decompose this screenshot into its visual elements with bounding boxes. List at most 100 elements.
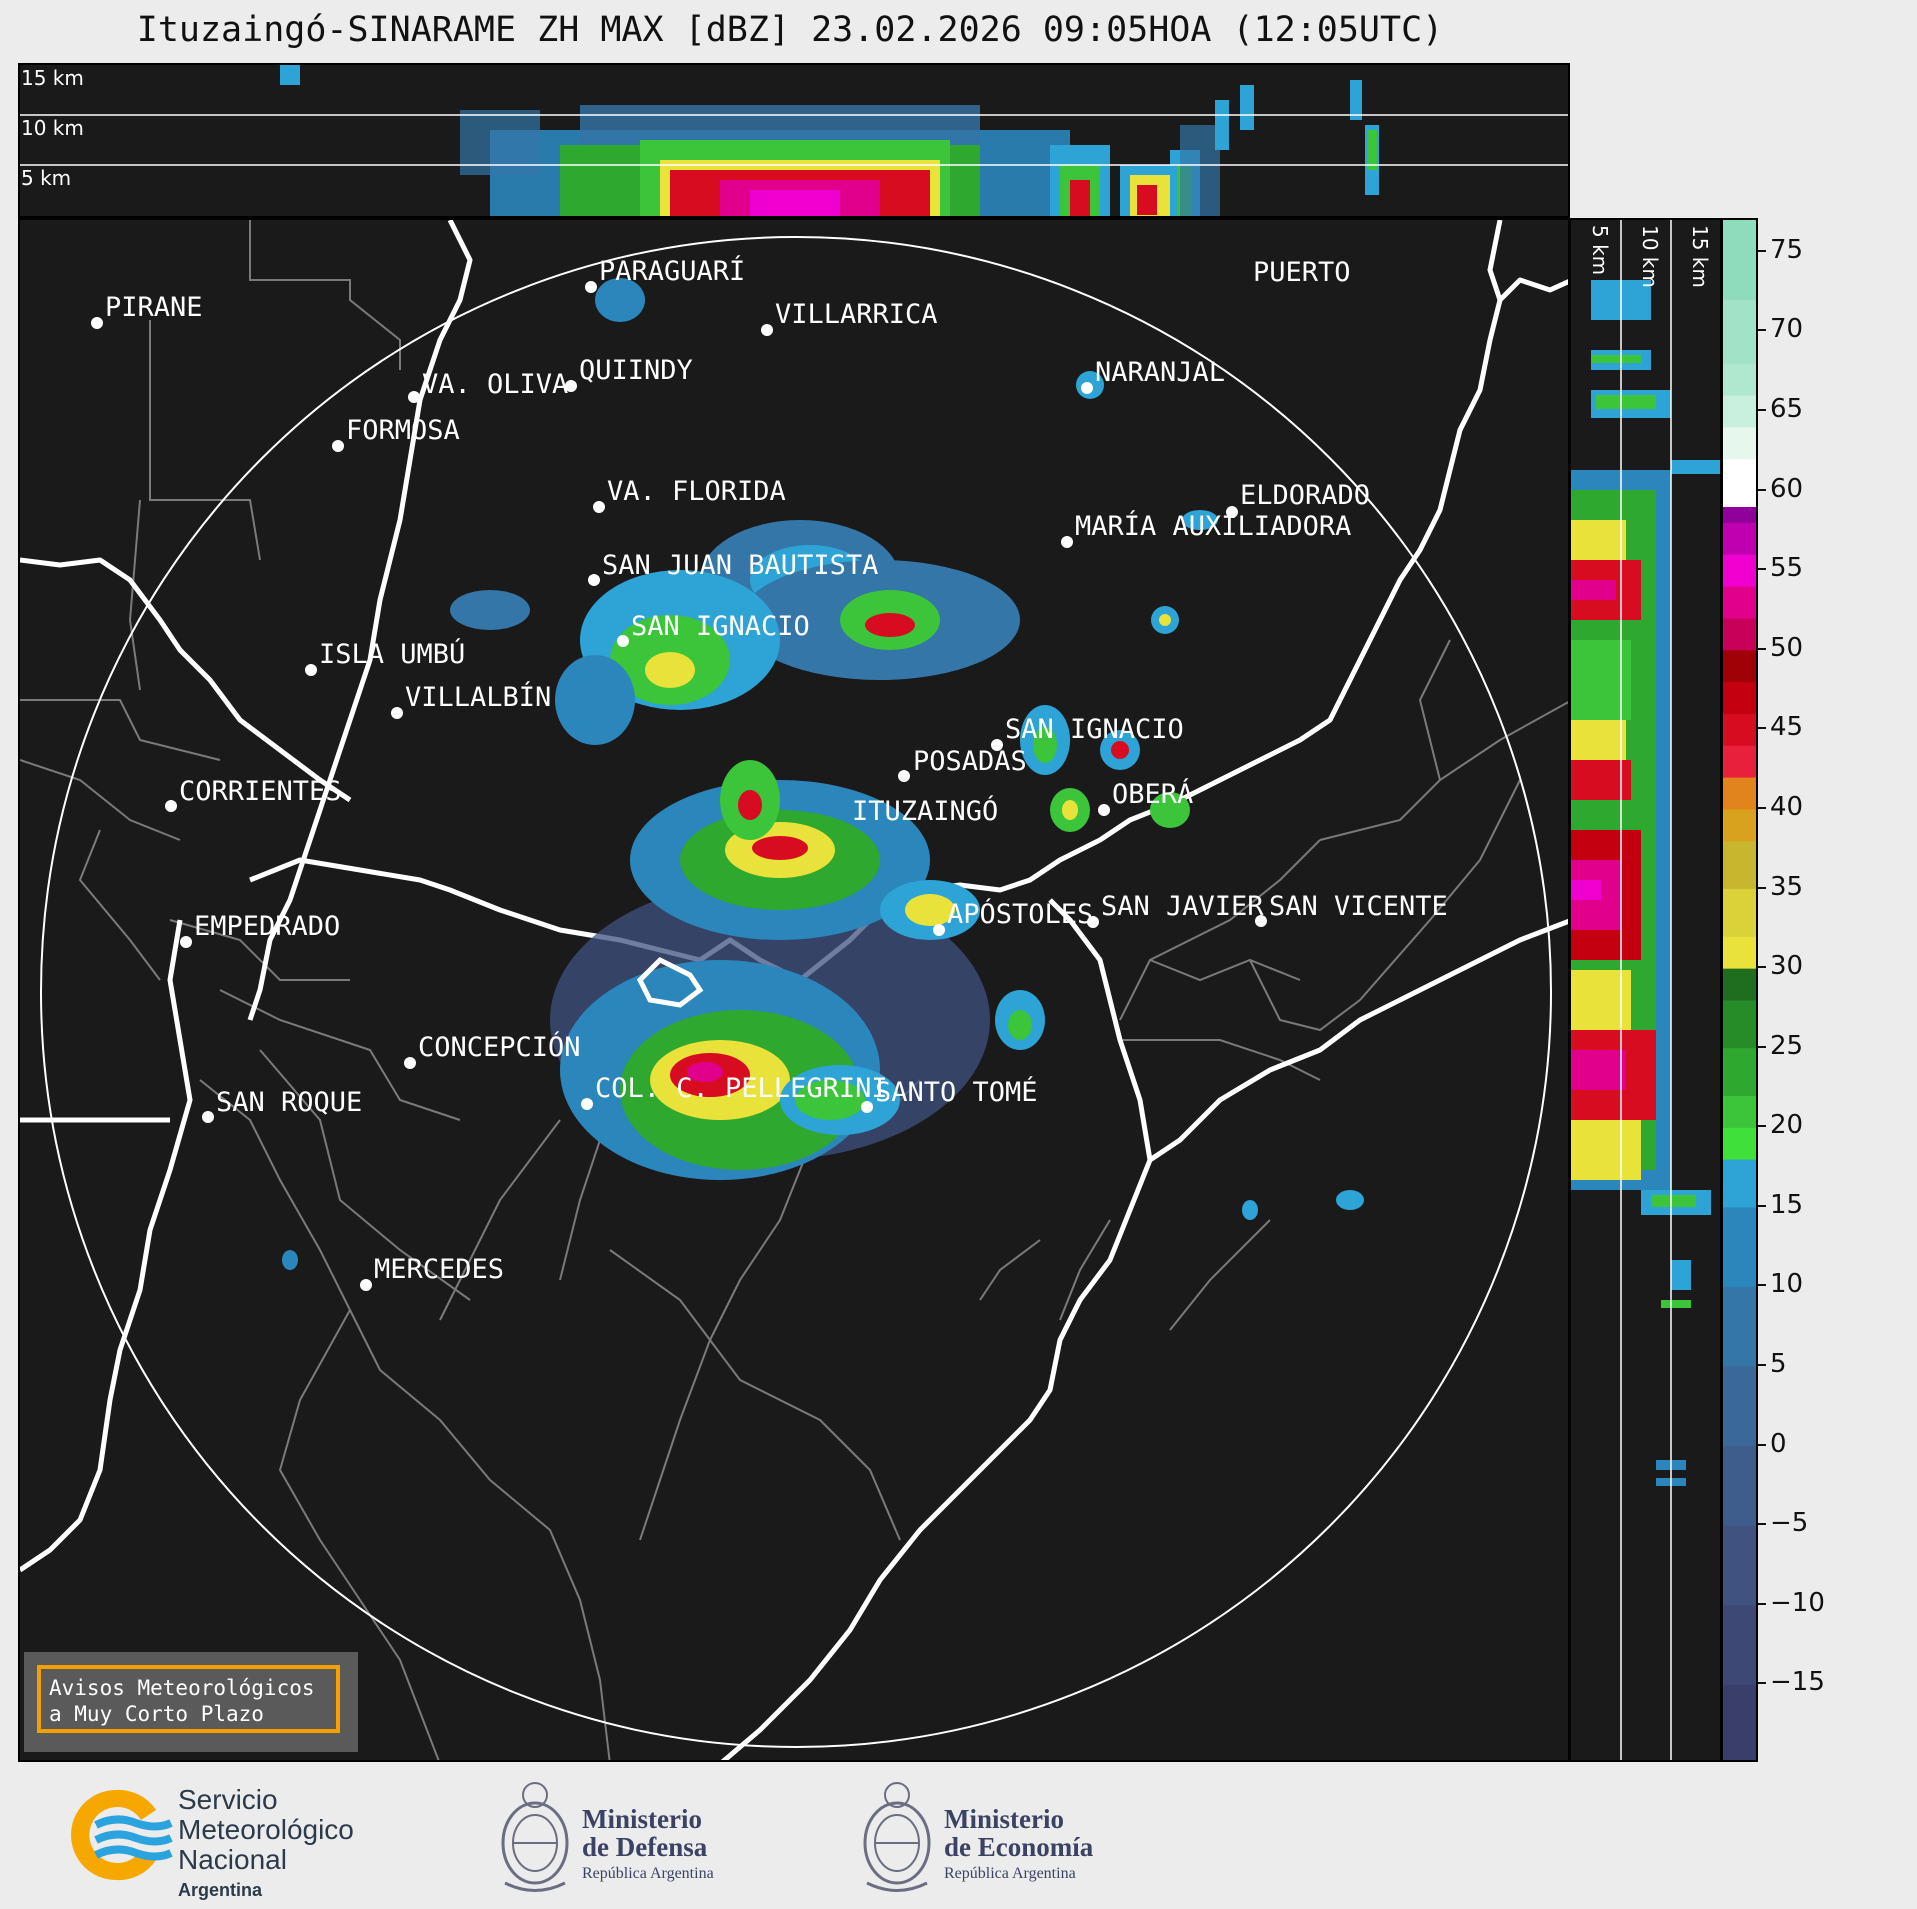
colorbar-tick [1758, 1443, 1766, 1446]
colorbar-tick [1758, 409, 1766, 411]
city-marker [1226, 506, 1238, 518]
colorbar-tick [1758, 568, 1766, 571]
top-cross-section: 15 km 10 km 5 km [20, 65, 1568, 216]
city-marker [404, 1057, 416, 1069]
colorbar-tick-label: 55 [1770, 553, 1804, 584]
radar-site-label: ITUZAINGÓ [852, 795, 998, 827]
city-label: CONCEPCIÓN [418, 1031, 581, 1063]
colorbar-band [1723, 1286, 1756, 1367]
city-label: SAN IGNACIO [1005, 714, 1184, 745]
colorbar-tick [1758, 806, 1766, 809]
colorbar-tick [1758, 249, 1766, 252]
colorbar-band [1723, 220, 1756, 301]
height-label-10km: 10 km [1638, 225, 1662, 288]
defensa-name: Ministerio de Defensa República Argentin… [582, 1805, 714, 1883]
height-label-5km: 5 km [21, 166, 71, 190]
city-marker [617, 635, 629, 647]
city-marker [861, 1101, 873, 1113]
city-marker [1061, 536, 1073, 548]
city-layer: PIRANE PARAGUARÍ VILLARRICA VA. OLIVA QU… [91, 255, 1448, 1291]
colorbar-band [1723, 681, 1756, 714]
economia-line-3: República Argentina [944, 1865, 1076, 1882]
colorbar-tick-label: 40 [1770, 791, 1804, 822]
height-label-10km: 10 km [21, 116, 84, 140]
city-marker [305, 664, 317, 676]
defensa-line-1: Ministerio [582, 1804, 702, 1834]
city-marker [1255, 915, 1267, 927]
colorbar-tick-label: 75 [1770, 234, 1804, 265]
colorbar-tick [1758, 1204, 1766, 1207]
colorbar-band [1723, 363, 1756, 396]
colorbar-tick-label: 45 [1770, 712, 1804, 743]
colorbar-band [1723, 1206, 1756, 1287]
colorbar-tick-label: 60 [1770, 473, 1804, 504]
city-label: SAN IGNACIO [631, 611, 810, 642]
colorbar-tick-label: 35 [1770, 871, 1804, 902]
city-marker [180, 936, 192, 948]
city-marker [991, 739, 1003, 751]
department-borders [20, 220, 1568, 1760]
side-cross-section-panel: 5 km 10 km 15 km [1569, 218, 1722, 1762]
height-label-5km: 5 km [1588, 225, 1612, 275]
city-label: NARANJAL [1095, 357, 1225, 388]
coat-of-arms-icon [863, 1782, 931, 1892]
city-marker [1087, 916, 1099, 928]
city-label: APÓSTOLES [947, 898, 1093, 930]
colorbar-tick [1758, 1125, 1766, 1128]
coat-of-arms-icon [501, 1782, 569, 1892]
city-marker [933, 924, 945, 936]
height-label-15km: 15 km [1688, 225, 1712, 288]
colorbar-tick [1758, 1284, 1766, 1287]
colorbar-band [1723, 1095, 1756, 1128]
colorbar-band [1723, 1525, 1756, 1606]
colorbar-tick-label: 15 [1770, 1189, 1804, 1220]
city-label: ISLA UMBÚ [319, 638, 465, 670]
city-marker [593, 501, 605, 513]
city-marker [360, 1279, 372, 1291]
footer: Servicio Meteorológico Nacional Argentin… [0, 1765, 1917, 1909]
colorbar-tick [1758, 886, 1766, 889]
colorbar-ticks: 75 70 65 60 55 50 45 40 35 30 25 20 15 10 5 0 −5 −10 −15 [1758, 218, 1878, 1762]
city-label: EMPEDRADO [194, 911, 340, 942]
city-label: SAN JAVIER [1101, 891, 1264, 922]
city-marker [165, 800, 177, 812]
smn-logo-icon [71, 1789, 173, 1881]
colorbar-band [1723, 1445, 1756, 1526]
city-label: SAN JUAN BAUTISTA [602, 550, 878, 581]
warning-line-1: Avisos Meteorológicos [49, 1676, 315, 1700]
colorbar-band [1723, 1604, 1756, 1685]
defensa-line-2: de Defensa [582, 1832, 708, 1862]
colorbar-band [1723, 1047, 1756, 1096]
colorbar-tick [1758, 329, 1766, 332]
colorbar-tick-label: 70 [1770, 314, 1804, 345]
colorbar-tick-label: −5 [1770, 1508, 1809, 1539]
city-marker [91, 317, 103, 329]
colorbar-band [1723, 426, 1756, 460]
warning-line-2: a Muy Corto Plazo [49, 1702, 264, 1726]
colorbar-band [1723, 888, 1756, 937]
city-label: PUERTO [1253, 257, 1351, 288]
radar-site-marker [636, 956, 704, 1008]
colorbar-tick [1758, 1602, 1766, 1605]
city-label: COL. C. PELLEGRINI [595, 1073, 888, 1104]
colorbar-band [1723, 617, 1756, 651]
colorbar-tick [1758, 488, 1766, 491]
city-marker [1098, 804, 1110, 816]
colorbar-band [1723, 395, 1756, 428]
colorbar-band [1723, 999, 1756, 1049]
city-label: OBERÁ [1112, 778, 1193, 810]
smn-name: Servicio Meteorológico Nacional Argentin… [178, 1785, 354, 1905]
city-label: PIRANE [105, 292, 203, 323]
smn-line-3: Nacional [178, 1844, 287, 1875]
city-label: VA. OLIVA [422, 369, 568, 400]
colorbar-band [1723, 713, 1756, 746]
colorbar-tick-label: 10 [1770, 1269, 1804, 1300]
warning-box[interactable]: Avisos Meteorológicos a Muy Corto Plazo [24, 1652, 358, 1752]
colorbar-band [1723, 649, 1756, 683]
city-label: SAN ROQUE [216, 1087, 362, 1118]
city-label: CORRIENTES [179, 776, 342, 807]
city-label: POSADAS [913, 746, 1027, 777]
colorbar-tick-label: 50 [1770, 632, 1804, 663]
colorbar-tick [1758, 1364, 1766, 1367]
colorbar-band [1723, 554, 1756, 587]
